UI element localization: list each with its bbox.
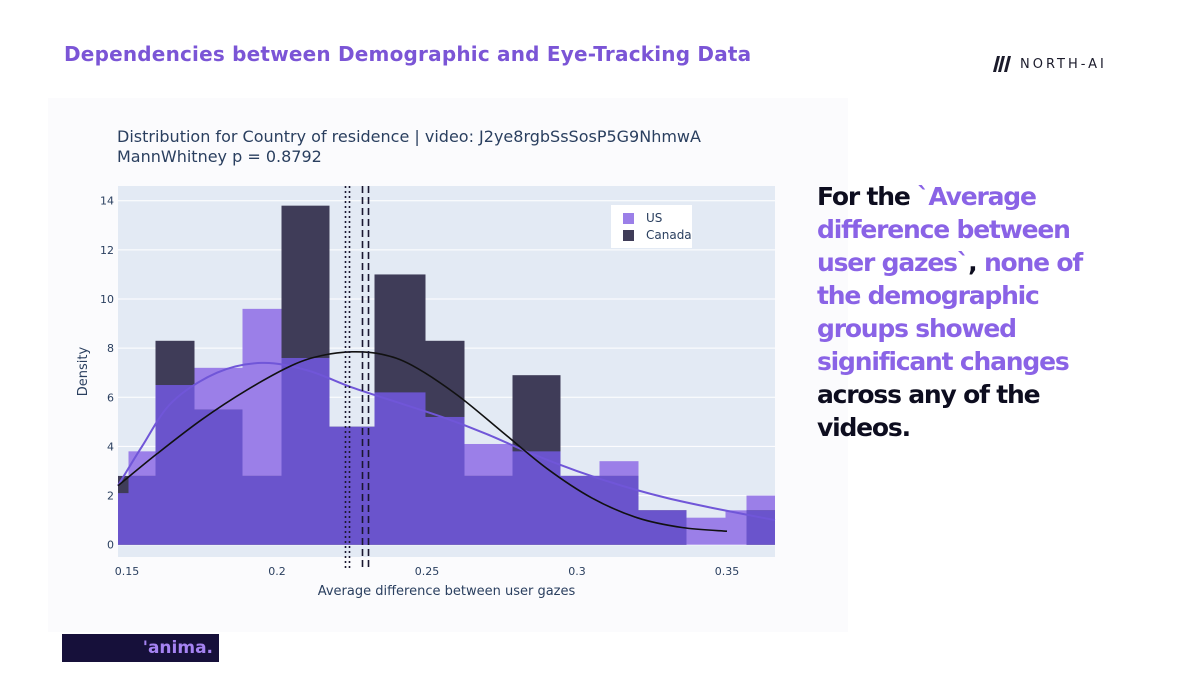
side-note: For the `Average difference between user…	[817, 180, 1117, 444]
kde-line-canada	[117, 350, 728, 532]
x-tick-label: 0.25	[415, 565, 440, 578]
y-tick-label: 0	[107, 539, 114, 552]
chart-panel: 0 2 4 6 8 10 12 14 0.15 0.2 0.25 0.3 0.35 Average dif…	[48, 98, 848, 632]
bar-overlap	[512, 451, 561, 545]
legend-label-us: US	[646, 211, 662, 225]
chart-subtitle: MannWhitney p = 0.8792	[117, 147, 322, 166]
x-tick-label: 0.15	[115, 565, 140, 578]
legend-swatch-canada	[623, 230, 634, 241]
legend-swatch-us	[623, 213, 634, 224]
kde-line-us	[117, 361, 776, 522]
bar-overlap	[155, 385, 195, 545]
legend-label-canada: Canada	[646, 228, 692, 242]
brand-name: NORTH-AI	[1020, 56, 1107, 72]
chart-title: Distribution for Country of residence | …	[117, 127, 701, 146]
bar-overlap	[242, 475, 282, 545]
y-tick-label: 2	[107, 490, 114, 503]
bar-overlap	[374, 392, 426, 545]
x-axis-title: Average difference between user gazes	[318, 584, 576, 599]
side-note-finding: none of the demographic groups showed si…	[817, 248, 1083, 376]
y-tick-label: 4	[107, 440, 114, 453]
side-note-metric: `Average difference between user gazes`	[817, 182, 1071, 277]
y-axis-title: Density	[76, 346, 91, 396]
side-note-tail: across any of the videos.	[817, 380, 1041, 442]
side-note-lead: For the	[817, 182, 918, 211]
x-tick-label: 0.3	[568, 565, 586, 578]
brand-logo: NORTH-AI	[992, 56, 1107, 72]
side-note-comma: ,	[968, 248, 984, 277]
y-tick-label: 6	[107, 391, 114, 404]
x-tick-label: 0.35	[715, 565, 740, 578]
anima-logo: 'anima.	[62, 634, 219, 662]
bar-overlap	[194, 409, 243, 545]
y-tick-label: 12	[100, 244, 114, 257]
anima-logo-text: 'anima.	[142, 638, 213, 658]
bar-overlap	[118, 493, 129, 545]
y-tick-label: 10	[100, 293, 114, 306]
bar-overlap	[464, 475, 513, 545]
bar-us	[725, 510, 747, 545]
x-tick-label: 0.2	[268, 565, 286, 578]
bar-overlap	[560, 475, 600, 545]
bar-overlap	[281, 357, 330, 545]
slide-title: Dependencies between Demographic and Eye…	[64, 42, 752, 66]
bar-overlap	[128, 475, 156, 545]
y-tick-label: 8	[107, 342, 114, 355]
north-ai-logo-icon	[993, 56, 1011, 72]
y-tick-label: 14	[100, 195, 114, 208]
bar-overlap	[329, 426, 375, 545]
histogram-chart: 0 2 4 6 8 10 12 14 0.15 0.2 0.25 0.3 0.35 Average dif…	[76, 127, 776, 599]
bar-overlap	[425, 416, 465, 545]
